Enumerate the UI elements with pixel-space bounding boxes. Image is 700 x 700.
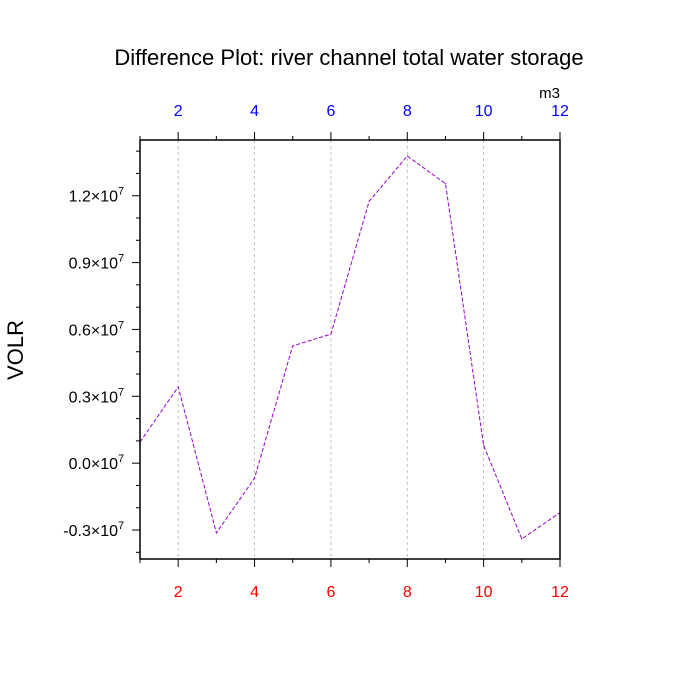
data-point-0-7	[406, 155, 408, 157]
y-tick-label-5: 1.2×10	[69, 189, 118, 206]
data-point-0-3	[253, 477, 256, 479]
y-tick-exponent-3: 7	[118, 319, 124, 331]
x-tick-label-bottom-4: 10	[475, 584, 493, 601]
x-tick-label-bottom-0: 2	[174, 584, 183, 601]
chart-title: Difference Plot: river channel total wat…	[114, 45, 583, 70]
x-tick-label-top-1: 4	[250, 103, 259, 120]
x-tick-label-bottom-1: 4	[250, 584, 259, 601]
x-tick-label-top-4: 10	[475, 103, 493, 120]
x-tick-label-top-2: 6	[326, 103, 335, 120]
series-layer	[139, 155, 561, 540]
data-point-0-2	[215, 532, 217, 534]
y-tick-label-1: 0.0×10	[69, 456, 118, 473]
x-tick-label-top-0: 2	[174, 103, 183, 120]
series-line-0	[139, 155, 561, 540]
data-point-0-4	[292, 345, 294, 347]
plot-frame	[139, 139, 561, 560]
x-tick-label-top-5: 12	[551, 103, 569, 120]
y-tick-label-3: 0.6×10	[69, 322, 118, 339]
data-point-0-6	[368, 200, 370, 202]
y-axis-label: VOLR	[3, 320, 28, 380]
y-tick-exponent-5: 7	[118, 186, 124, 198]
y-tick-label-4: 0.9×10	[69, 256, 118, 273]
x-tick-label-top-3: 8	[403, 103, 412, 120]
data-point-0-9	[483, 444, 485, 446]
data-point-0-8	[444, 183, 447, 185]
data-point-0-1	[177, 386, 179, 388]
data-point-0-5	[330, 333, 332, 335]
units-label: m3	[539, 85, 560, 102]
y-tick-label-0: -0.3×10	[63, 523, 118, 540]
y-tick-exponent-4: 7	[118, 253, 124, 265]
y-tick-exponent-0: 7	[118, 520, 124, 532]
y-tick-label-2: 0.3×10	[69, 389, 118, 406]
data-point-0-10	[521, 538, 523, 540]
grid-layer	[177, 140, 485, 559]
x-tick-label-bottom-2: 6	[326, 584, 335, 601]
y-tick-exponent-1: 7	[118, 453, 124, 465]
x-tick-label-bottom-5: 12	[551, 584, 569, 601]
x-tick-label-bottom-3: 8	[403, 584, 412, 601]
tick-layer	[132, 132, 561, 567]
y-tick-exponent-2: 7	[118, 386, 124, 398]
